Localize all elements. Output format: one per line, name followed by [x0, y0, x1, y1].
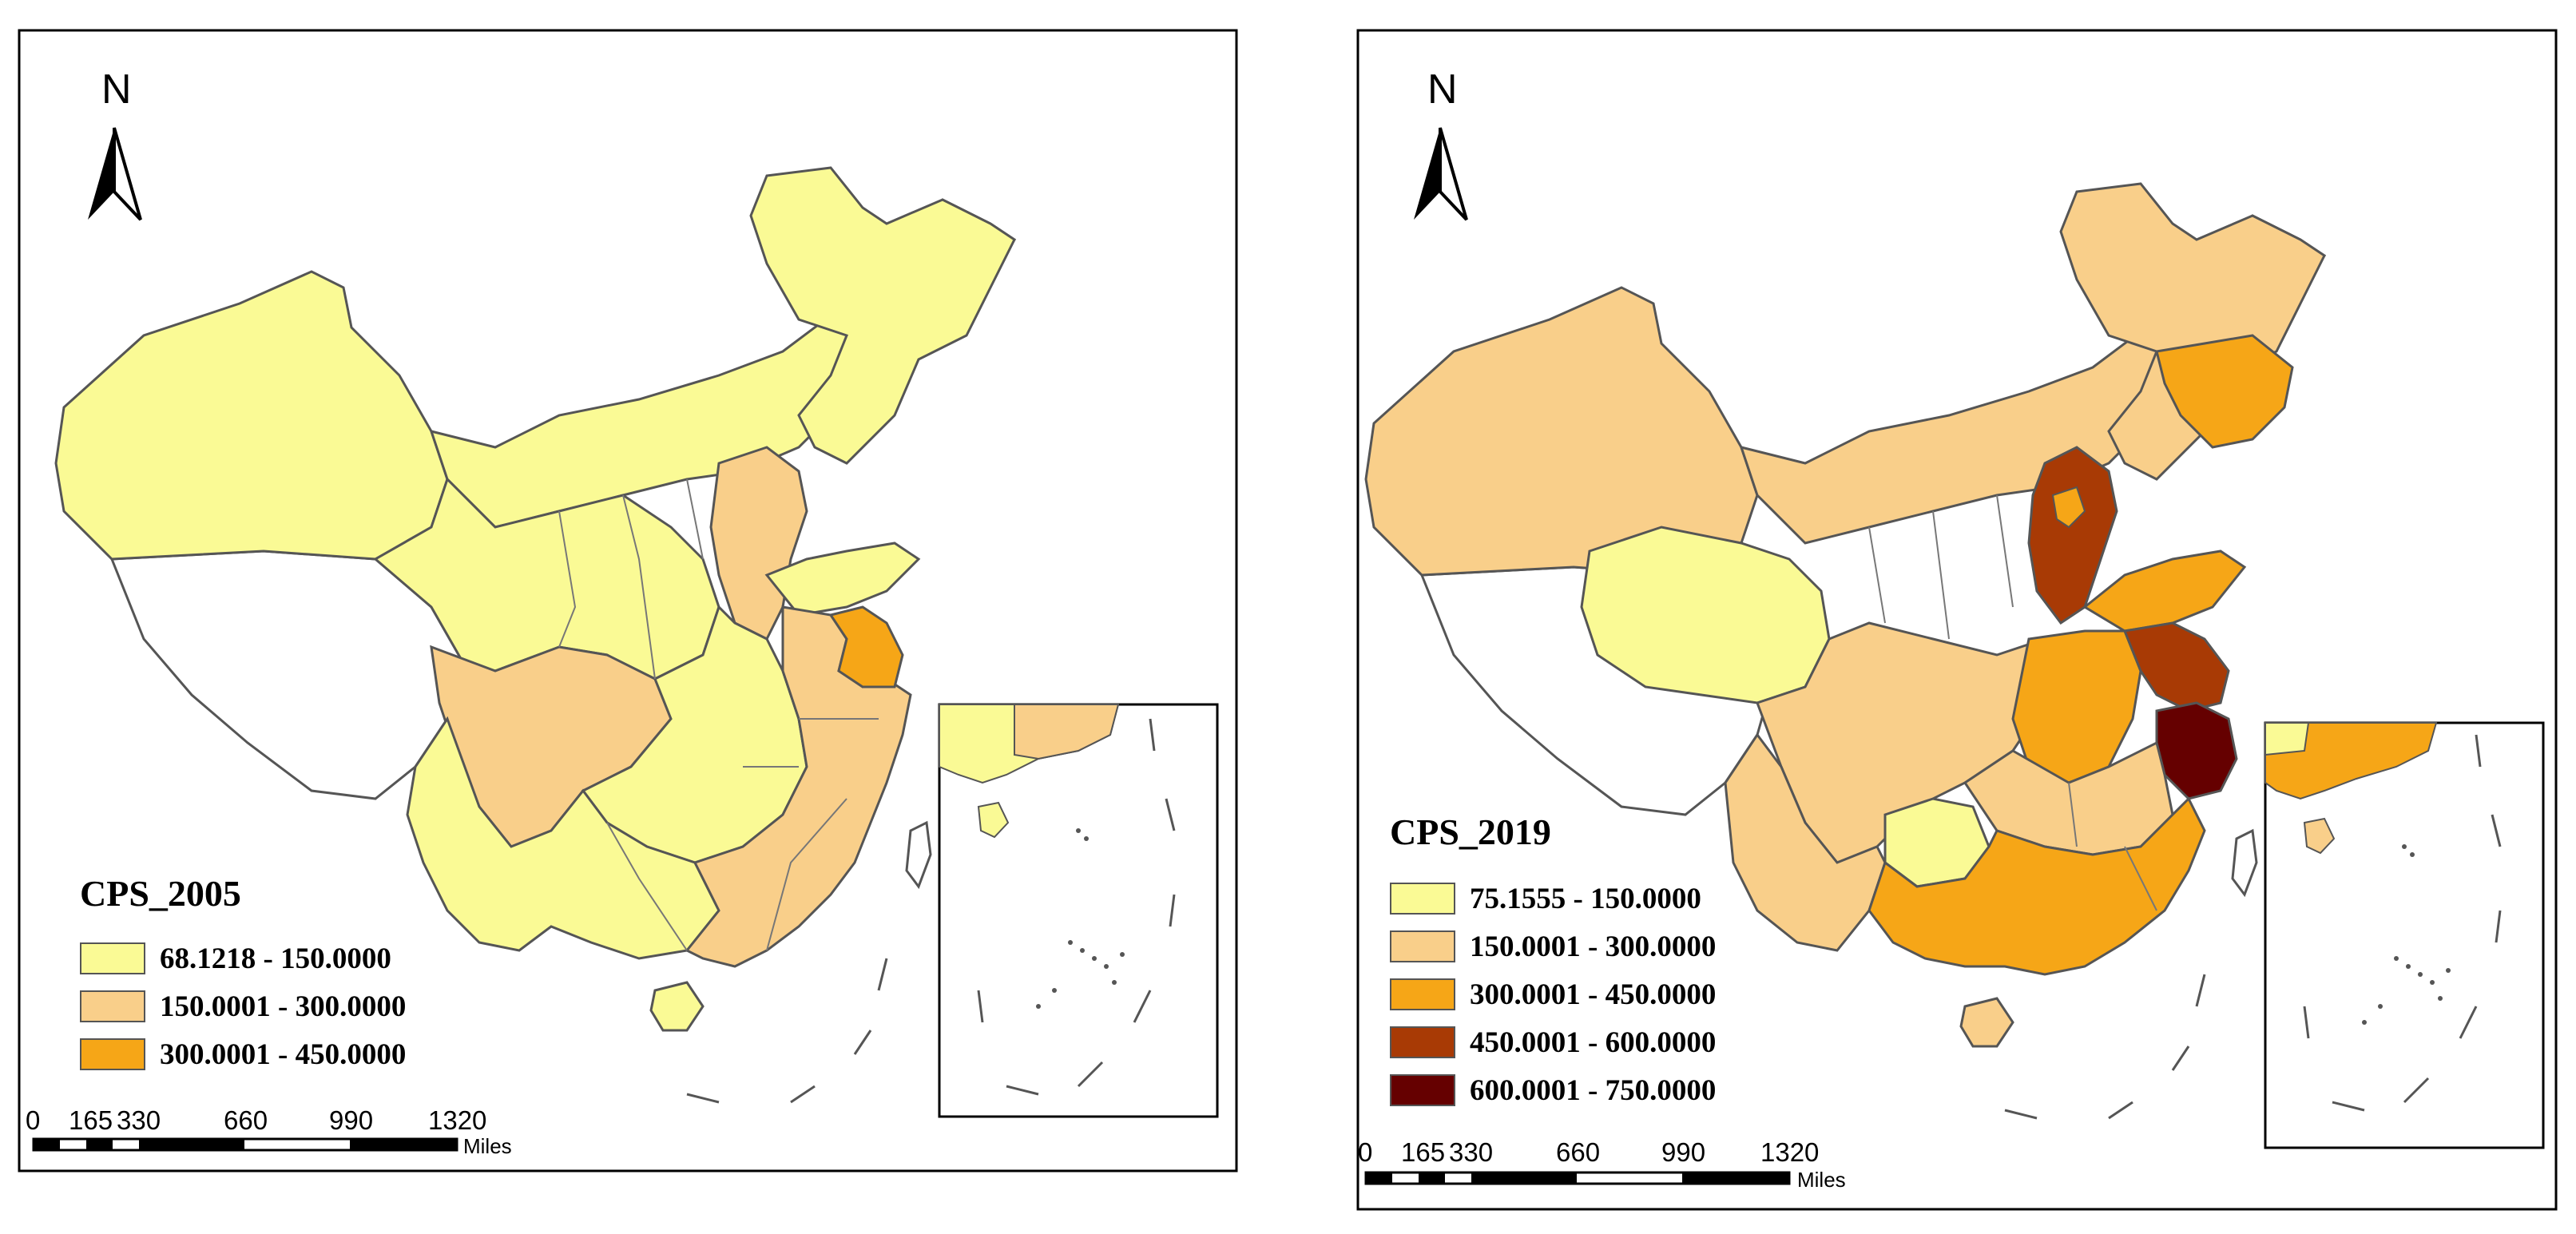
legend-label: 300.0001 - 450.0000	[160, 1038, 407, 1071]
region-beijing	[2051, 486, 2086, 529]
legend-swatch	[80, 990, 145, 1022]
legend-label: 300.0001 - 450.0000	[1470, 978, 1717, 1011]
region-northeast	[749, 166, 1016, 465]
scale-tick-label: 1320	[1760, 1137, 1820, 1167]
legend-swatch	[1390, 1074, 1455, 1106]
scale-tick-label: 330	[1449, 1137, 1494, 1167]
south-sea-dashes	[2004, 974, 2206, 1120]
inset-dash-line	[977, 718, 1176, 1096]
legend-item: 150.0001 - 300.0000	[1390, 923, 1716, 970]
region-henan-hubei	[2011, 629, 2142, 784]
north-label: N	[1427, 66, 1458, 113]
inset-islands	[2362, 844, 2451, 1025]
province-boundaries	[558, 478, 879, 951]
inset-coast-left	[2264, 722, 2310, 756]
scale-tick-label: 1320	[428, 1105, 487, 1135]
legend-2005: 68.1218 - 150.0000 150.0001 - 300.0000 3…	[80, 934, 406, 1078]
legend-label: 150.0001 - 300.0000	[160, 990, 407, 1023]
inset-coast	[2264, 722, 2438, 800]
legend-item: 600.0001 - 750.0000	[1390, 1066, 1716, 1114]
legend-item: 300.0001 - 450.0000	[80, 1030, 406, 1078]
legend-label: 75.1555 - 150.0000	[1470, 882, 1701, 915]
scale-unit: Miles	[463, 1134, 512, 1158]
scale-tick-label: 660	[1556, 1137, 1601, 1167]
inset-dash-line	[2303, 734, 2502, 1112]
legend-item: 68.1218 - 150.0000	[80, 934, 406, 982]
legend-label: 68.1218 - 150.0000	[160, 942, 391, 975]
region-jiangsu	[2122, 621, 2230, 712]
scale-unit: Miles	[1797, 1168, 1846, 1192]
legend-swatch	[80, 1038, 145, 1070]
legend-swatch	[1390, 1026, 1455, 1058]
legend-item: 450.0001 - 600.0000	[1390, 1018, 1716, 1066]
map-canvas-2005	[18, 29, 1238, 1172]
region-jilin	[2155, 334, 2294, 449]
north-arrow-icon	[1414, 127, 1468, 221]
legend-label: 450.0001 - 600.0000	[1470, 1026, 1717, 1059]
scale-tick-label: 165	[69, 1105, 113, 1135]
inset-islands	[1036, 828, 1125, 1009]
legend-item: 75.1555 - 150.0000	[1390, 875, 1716, 923]
region-taiwan	[905, 820, 932, 890]
region-taiwan	[2231, 828, 2258, 898]
scale-bar	[1364, 1171, 1791, 1185]
inset-hainan	[2303, 817, 2336, 855]
scale-bar	[32, 1137, 458, 1152]
legend-swatch	[1390, 978, 1455, 1010]
legend-item: 150.0001 - 300.0000	[80, 982, 406, 1030]
scale-tick-label: 330	[117, 1105, 161, 1135]
scale-tick-label: 660	[224, 1105, 268, 1135]
legend-swatch	[1390, 930, 1455, 962]
legend-swatch	[80, 942, 145, 974]
scale-tick-label: 0	[26, 1105, 41, 1135]
inset-coast-orange	[1014, 704, 1120, 760]
map-canvas-2019	[1356, 29, 2558, 1211]
legend-title-2019: CPS_2019	[1390, 811, 1551, 852]
legend-2019: 75.1555 - 150.0000 150.0001 - 300.0000 3…	[1390, 875, 1716, 1114]
region-hainan	[1959, 997, 2014, 1048]
region-jiangsu	[828, 605, 904, 688]
legend-label: 600.0001 - 750.0000	[1470, 1073, 1717, 1107]
scale-tick-label: 990	[1661, 1137, 1706, 1167]
region-south	[1868, 796, 2206, 976]
legend-item: 300.0001 - 450.0000	[1390, 970, 1716, 1018]
north-label: N	[101, 66, 132, 113]
province-boundaries	[1868, 494, 2157, 911]
map-panel-2005: N CPS_2005 68.1218 - 150.0000 150.0001 -…	[0, 0, 1246, 1234]
legend-swatch	[1390, 883, 1455, 915]
map-panel-2019: N CPS_2019 75.1555 - 150.0000 150.0001 -…	[1326, 0, 2576, 1234]
legend-label: 150.0001 - 300.0000	[1470, 930, 1717, 963]
north-arrow-icon	[88, 127, 142, 221]
region-hainan	[649, 981, 705, 1032]
scale-tick-label: 0	[1358, 1137, 1373, 1167]
scale-tick-label: 990	[329, 1105, 374, 1135]
inset-hainan	[977, 801, 1010, 839]
south-sea-dashes	[686, 958, 888, 1104]
legend-title-2005: CPS_2005	[80, 873, 241, 914]
scale-tick-label: 165	[1401, 1137, 1446, 1167]
